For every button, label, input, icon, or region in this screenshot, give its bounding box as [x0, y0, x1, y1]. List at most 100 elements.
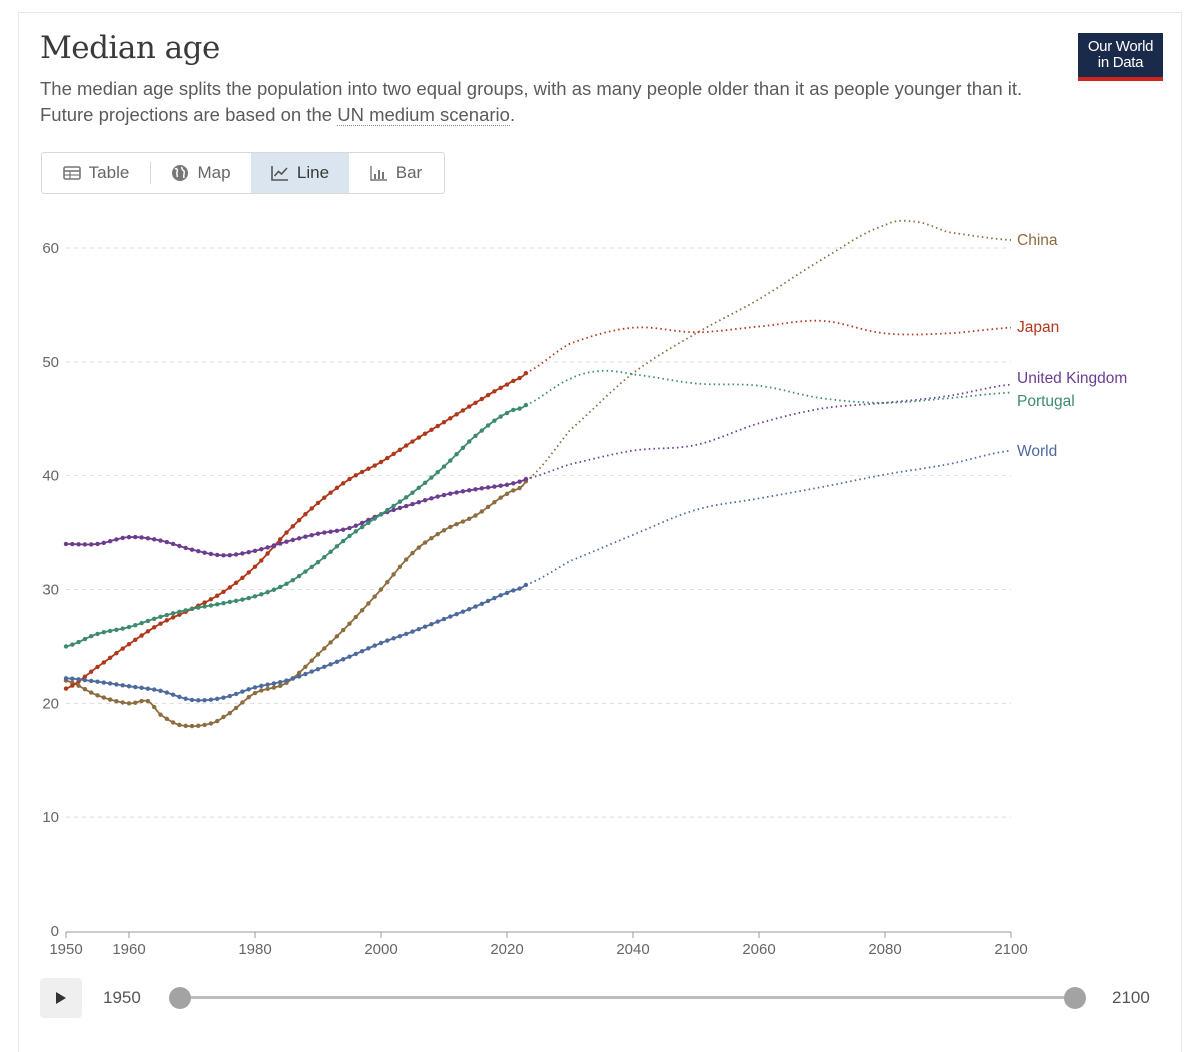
timeline-end-handle[interactable]: [1064, 987, 1086, 1009]
data-point-portugal: [284, 581, 289, 587]
un-medium-scenario-link[interactable]: UN medium scenario: [337, 104, 510, 126]
data-point-japan: [416, 435, 421, 440]
data-point-japan: [435, 423, 440, 429]
data-point-world: [290, 676, 295, 681]
data-point-world: [114, 682, 119, 687]
bar-chart-icon: [370, 166, 387, 181]
data-point-japan: [265, 551, 270, 556]
data-point-united-kingdom: [82, 542, 88, 547]
data-point-united-kingdom: [183, 545, 188, 551]
data-point-portugal: [366, 520, 371, 526]
data-point-japan: [152, 625, 157, 630]
data-point-japan: [492, 389, 497, 394]
projection-line-portugal: [525, 369, 1012, 406]
data-point-united-kingdom: [523, 476, 529, 482]
data-point-world: [107, 681, 113, 686]
series-united-kingdom: United Kingdom: [63, 370, 1127, 558]
data-point-china: [328, 640, 333, 645]
play-icon: [56, 992, 66, 1004]
data-point-portugal: [353, 529, 358, 534]
data-point-united-kingdom: [95, 541, 100, 547]
data-point-portugal: [309, 564, 314, 570]
data-point-china: [170, 720, 176, 725]
data-point-world: [435, 619, 440, 624]
data-point-china: [467, 516, 472, 521]
tab-bar[interactable]: Bar: [349, 153, 443, 193]
data-point-united-kingdom: [284, 539, 289, 544]
data-point-portugal: [397, 499, 403, 504]
play-button[interactable]: [40, 978, 82, 1018]
data-point-portugal: [246, 595, 251, 601]
data-point-china: [189, 723, 195, 729]
data-point-china: [221, 714, 226, 720]
data-point-portugal: [391, 503, 396, 509]
x-tick-label: 2000: [364, 941, 397, 958]
data-point-portugal: [378, 512, 384, 517]
owid-logo[interactable]: Our World in Data: [1078, 33, 1163, 81]
data-point-japan: [120, 646, 125, 651]
data-point-japan: [303, 511, 308, 517]
data-point-portugal: [523, 402, 529, 408]
data-point-japan: [334, 485, 340, 491]
data-point-world: [448, 614, 453, 619]
data-point-world: [341, 657, 346, 662]
data-point-world: [82, 677, 88, 683]
data-point-china: [454, 521, 459, 527]
y-tick-label: 50: [42, 354, 59, 371]
chart-frame: [18, 12, 1182, 1052]
data-point-china: [114, 699, 119, 704]
data-point-united-kingdom: [89, 542, 94, 547]
data-point-portugal: [454, 452, 459, 457]
data-point-world: [492, 595, 497, 601]
data-point-china: [82, 687, 88, 692]
data-point-japan: [284, 530, 289, 535]
data-point-japan: [202, 600, 207, 605]
data-point-portugal: [492, 418, 497, 423]
data-point-world: [170, 692, 176, 697]
data-point-portugal: [303, 569, 308, 574]
data-point-world: [498, 593, 503, 598]
tab-line[interactable]: Line: [251, 153, 349, 193]
data-point-world: [504, 590, 510, 596]
data-point-united-kingdom: [359, 520, 365, 526]
data-point-world: [391, 636, 396, 641]
data-point-world: [284, 678, 289, 683]
data-point-japan: [221, 589, 226, 594]
series-portugal: Portugal: [63, 369, 1075, 649]
data-point-united-kingdom: [404, 503, 409, 509]
data-point-united-kingdom: [170, 541, 176, 547]
data-point-world: [473, 604, 478, 609]
data-point-china: [391, 572, 396, 577]
data-point-china: [265, 686, 270, 692]
data-point-japan: [441, 419, 447, 425]
data-point-portugal: [410, 490, 415, 495]
data-point-portugal: [76, 639, 81, 645]
tab-map[interactable]: Map: [151, 153, 251, 193]
data-point-portugal: [221, 600, 226, 606]
data-point-japan: [353, 473, 358, 478]
data-point-portugal: [227, 599, 232, 605]
series-china: China: [63, 219, 1058, 729]
data-point-japan: [252, 564, 258, 569]
data-point-japan: [366, 466, 371, 471]
data-point-united-kingdom: [309, 532, 314, 538]
data-point-china: [404, 557, 409, 562]
tab-divider: [150, 162, 151, 184]
timeline-track[interactable]: [180, 996, 1075, 999]
data-point-portugal: [82, 636, 88, 642]
data-point-united-kingdom: [441, 492, 447, 498]
data-point-china: [278, 683, 283, 689]
data-point-china: [252, 690, 258, 696]
data-point-united-kingdom: [246, 549, 251, 555]
data-point-united-kingdom: [145, 536, 151, 541]
x-tick-label: 2020: [490, 941, 523, 958]
data-point-portugal: [208, 603, 214, 608]
timeline-start-handle[interactable]: [169, 987, 191, 1009]
data-point-japan: [517, 375, 522, 381]
tab-table[interactable]: Table: [42, 153, 150, 193]
data-point-portugal: [435, 469, 440, 475]
data-point-united-kingdom: [158, 538, 163, 543]
data-point-japan: [410, 439, 415, 444]
data-point-united-kingdom: [107, 539, 113, 544]
